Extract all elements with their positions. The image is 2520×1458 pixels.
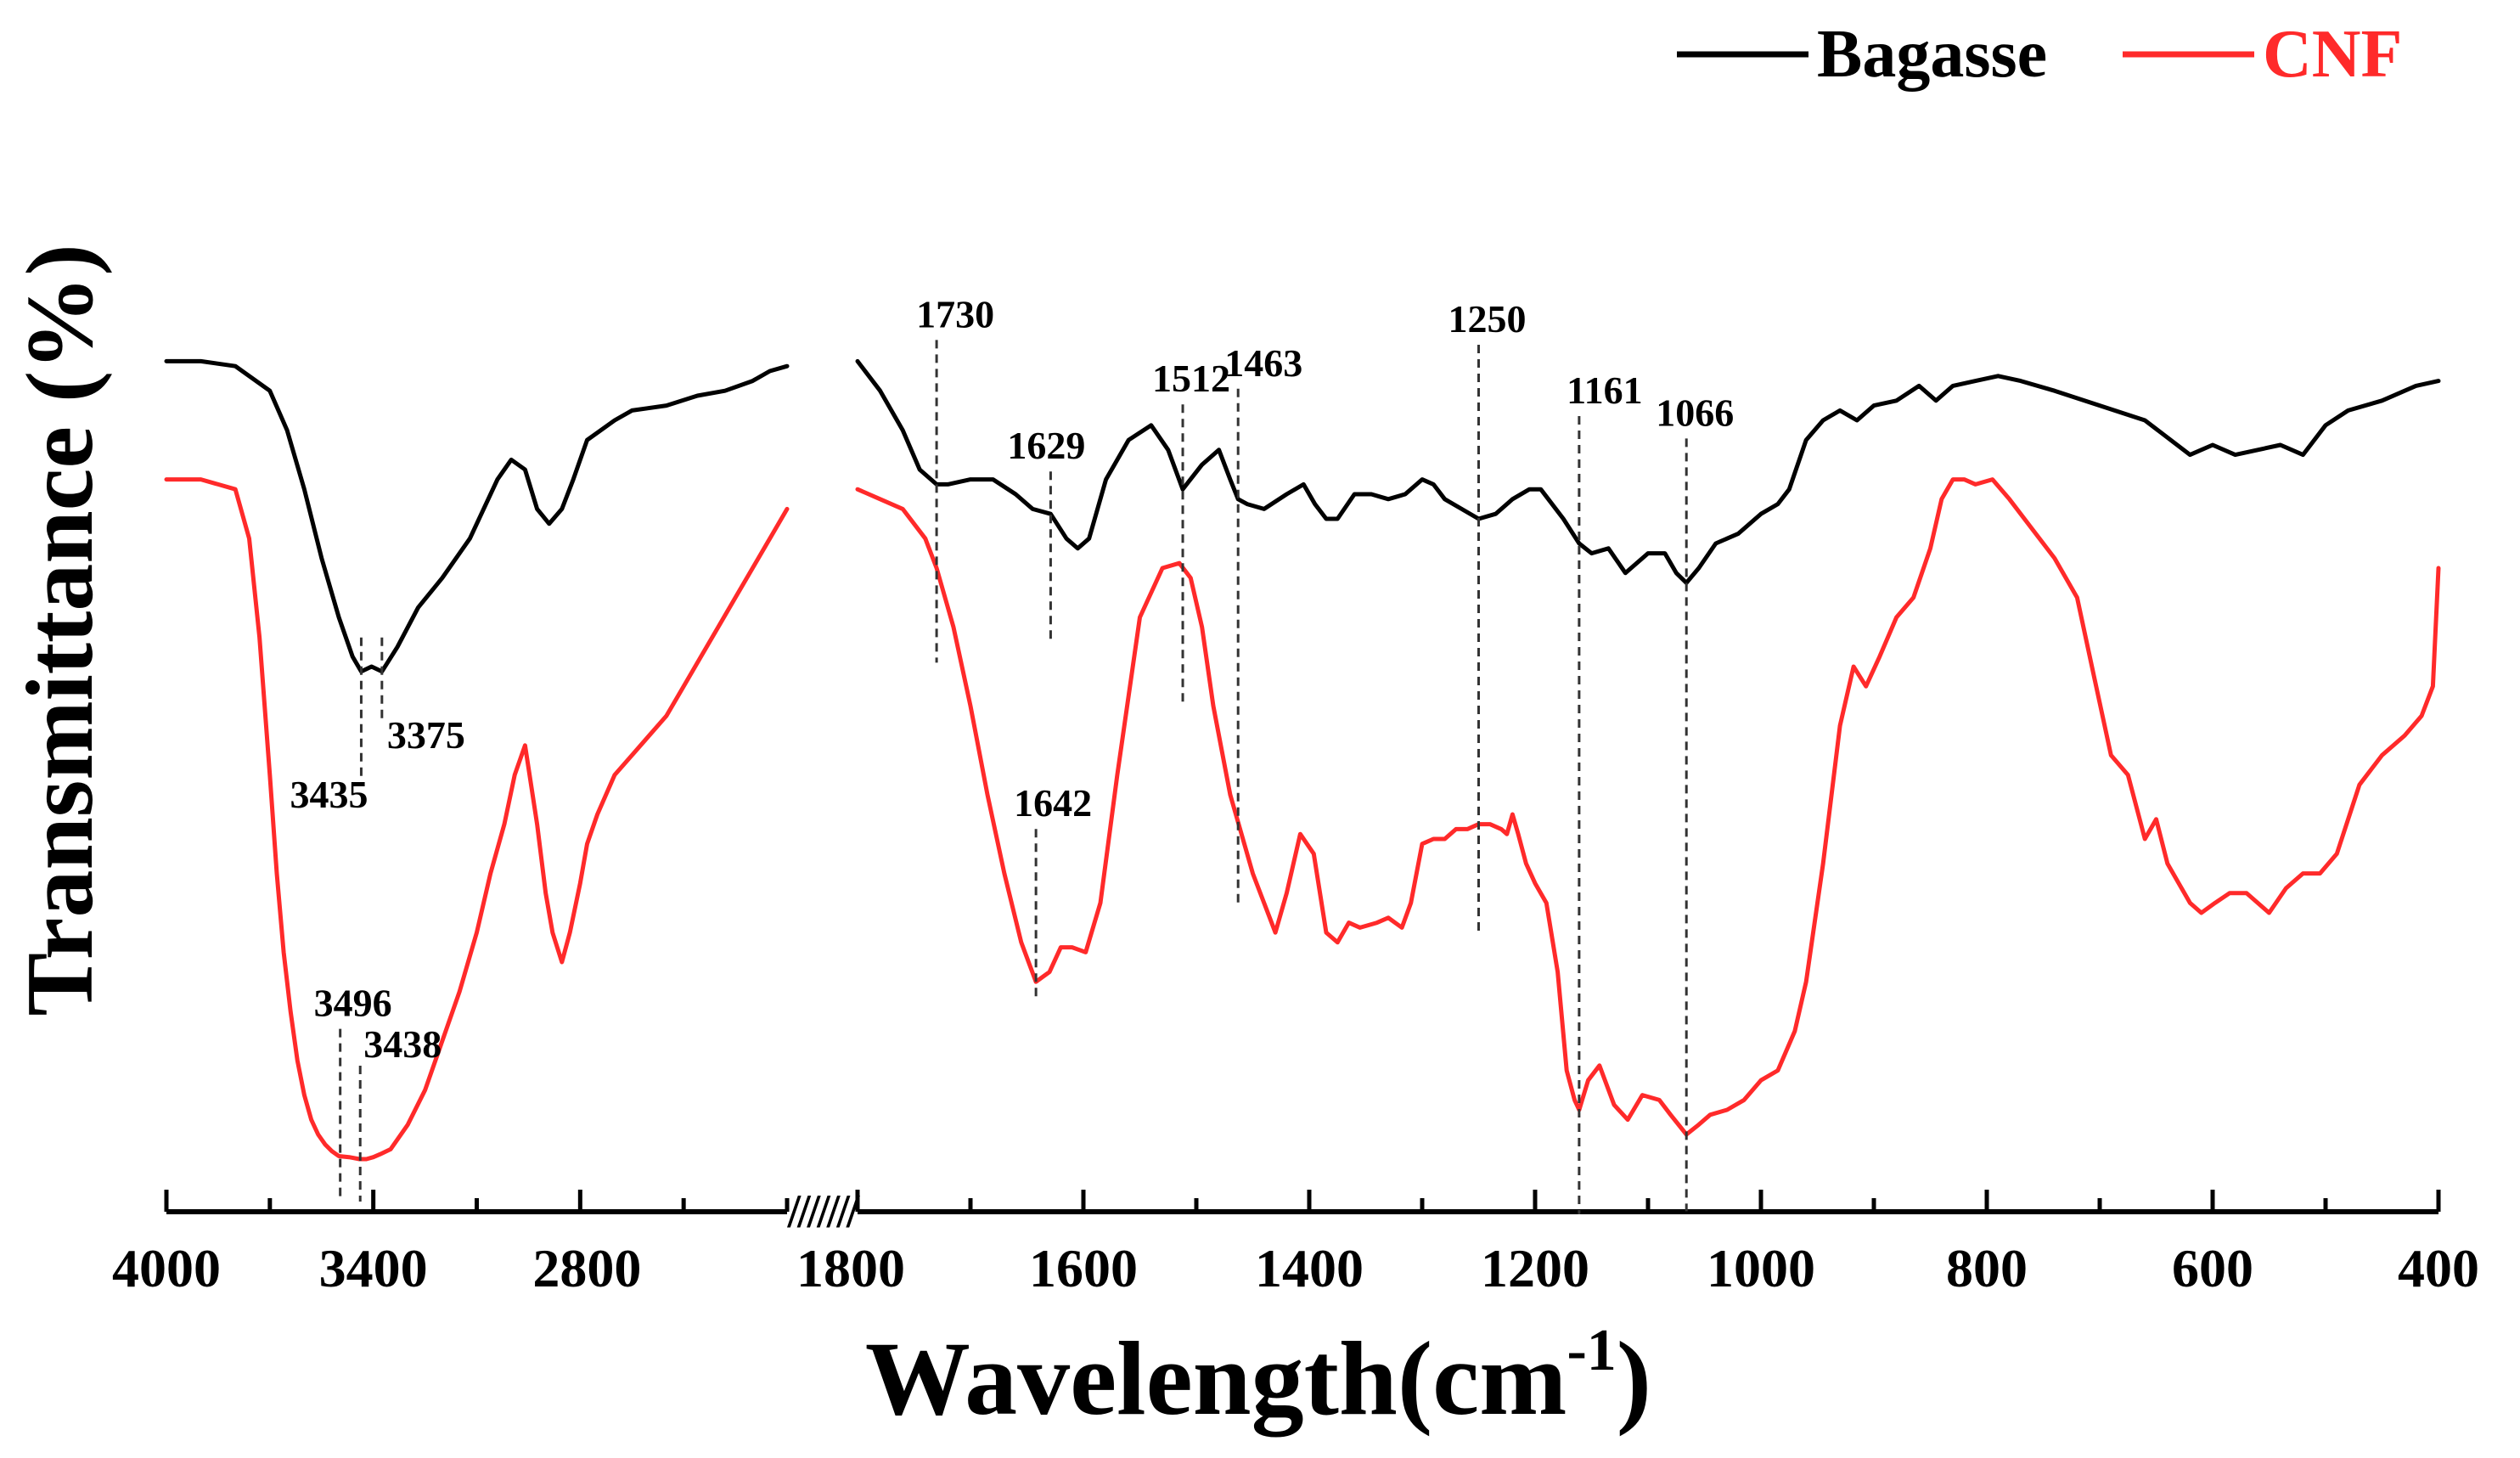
- y-axis-label: Transmittance (%): [8, 244, 113, 1016]
- peak-label-1463: 1463: [1224, 341, 1302, 385]
- axes: 4000 3400 2800 1800 1600 1400 1200 1000 800 600 40…: [112, 1185, 2479, 1298]
- peak-label-1161: 1161: [1567, 369, 1642, 412]
- series-line-cnf-segment-2: [855, 477, 2441, 1137]
- x-axis-label-main: Wavelength(cm: [865, 1320, 1567, 1438]
- x-tick-label: 1800: [796, 1238, 905, 1298]
- peak-label-1730: 1730: [916, 292, 994, 335]
- x-tick-label: 1400: [1255, 1238, 1364, 1298]
- legend-label-cnf: CNF: [2263, 17, 2402, 92]
- peak-label-1642: 1642: [1014, 781, 1092, 825]
- peak-label-1250: 1250: [1448, 297, 1527, 341]
- peak-label-1066: 1066: [1656, 391, 1734, 434]
- peak-label-3496: 3496: [314, 982, 392, 1025]
- legend: Bagasse CNF: [1677, 17, 2402, 92]
- x-tick-label: 1000: [1707, 1238, 1815, 1298]
- axis-break-symbol: ///////: [787, 1185, 861, 1238]
- peak-label-3375: 3375: [387, 713, 465, 757]
- x-axis-label: Wavelength(cm-1): [865, 1318, 1651, 1438]
- peak-label-3435: 3435: [290, 773, 368, 816]
- x-tick-label: 1600: [1029, 1238, 1138, 1298]
- peak-label-3438: 3438: [363, 1022, 442, 1066]
- x-tick-label: 400: [2398, 1238, 2479, 1298]
- x-tick-label: 600: [2172, 1238, 2253, 1298]
- series-line-bagasse-segment-2: [855, 358, 2441, 585]
- x-tick-label: 2800: [532, 1238, 641, 1298]
- legend-label-bagasse: Bagasse: [1817, 17, 2047, 92]
- x-tick-label: 4000: [112, 1238, 221, 1298]
- peak-label-1512: 1512: [1152, 357, 1230, 400]
- x-axis-label-close: ): [1617, 1320, 1651, 1437]
- x-tick-label: 800: [1946, 1238, 2028, 1298]
- x-tick-label: 1200: [1481, 1238, 1589, 1298]
- x-tick-label: 3400: [319, 1238, 428, 1298]
- series-line-bagasse-segment-1: [164, 358, 790, 674]
- x-axis-label-sup: -1: [1567, 1318, 1616, 1383]
- plot-area: [164, 358, 2441, 1162]
- peak-label-1629: 1629: [1007, 424, 1085, 467]
- series-line-cnf-segment-1: [164, 477, 790, 1162]
